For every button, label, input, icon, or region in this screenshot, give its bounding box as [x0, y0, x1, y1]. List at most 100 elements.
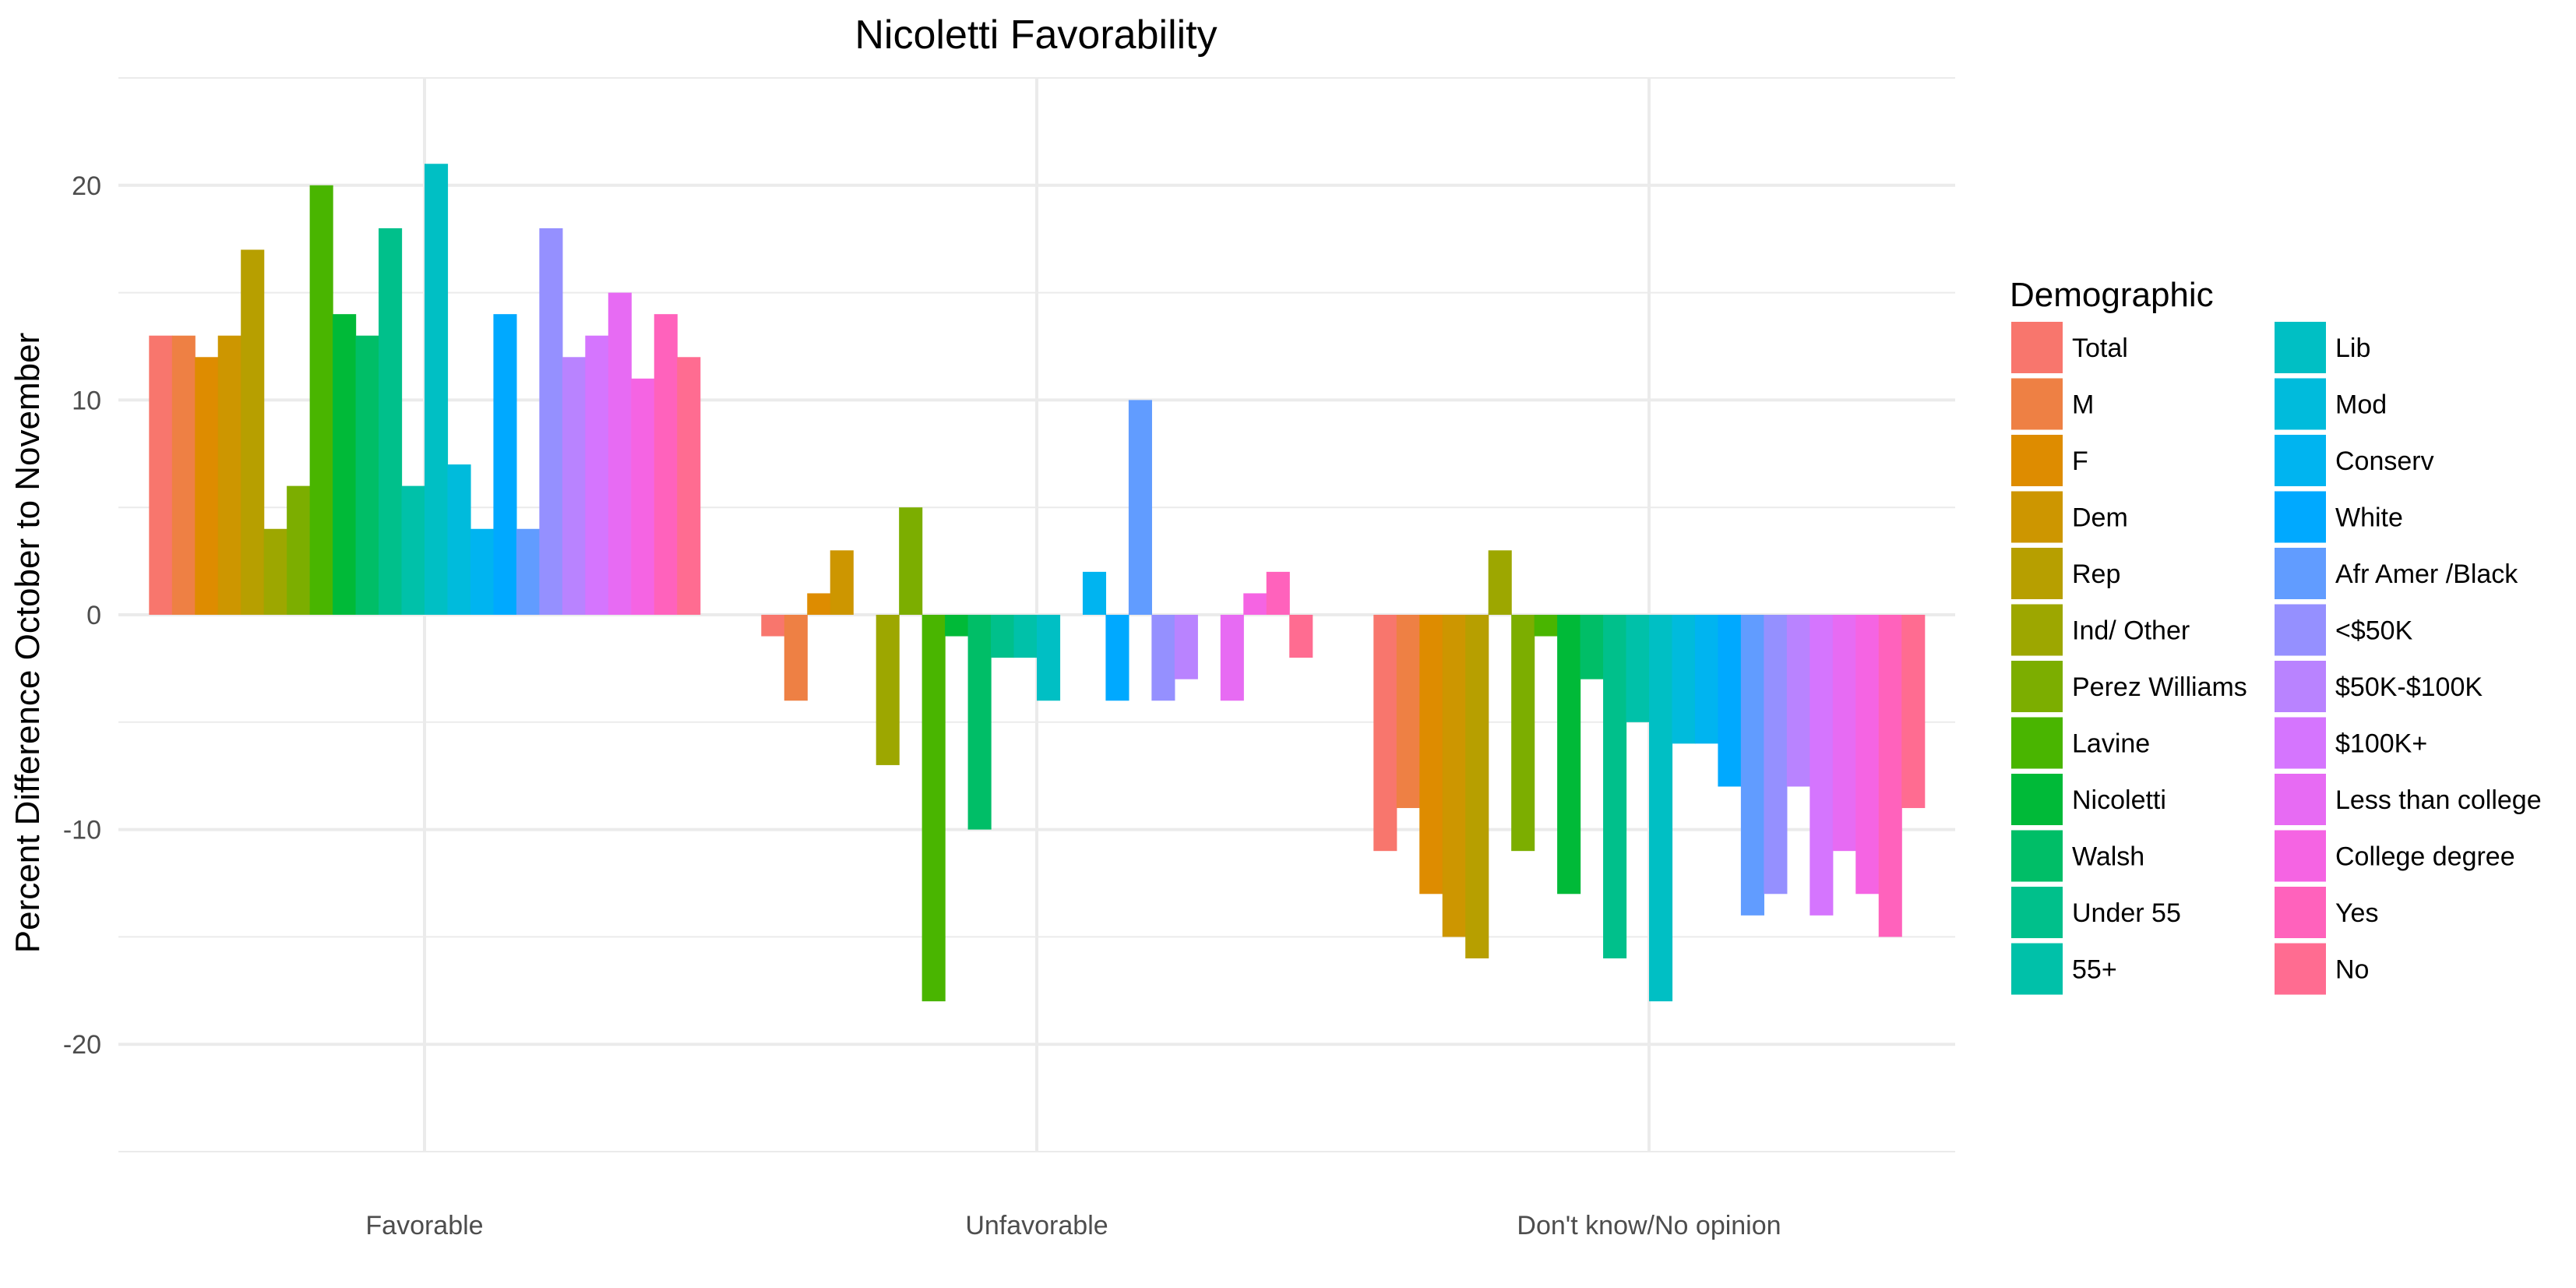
- bar: [1718, 615, 1742, 787]
- bar: [761, 615, 785, 637]
- x-tick-label: Don't know/No opinion: [1517, 1211, 1781, 1240]
- bar: [241, 249, 265, 615]
- legend-key: [2011, 322, 2063, 373]
- legend-key: [2275, 378, 2326, 430]
- x-tick-label: Unfavorable: [965, 1211, 1108, 1240]
- bar: [1626, 615, 1650, 722]
- bar: [1013, 615, 1038, 658]
- bar: [585, 335, 609, 615]
- legend-label: Total: [2072, 333, 2128, 363]
- bar: [333, 314, 357, 615]
- bar: [1151, 615, 1175, 701]
- legend-label: White: [2335, 503, 2403, 533]
- y-tick-label: 0: [86, 601, 101, 630]
- bar: [1373, 615, 1397, 852]
- bar: [876, 615, 900, 765]
- y-tick-labels: -20 -10 0 10 20: [63, 171, 101, 1060]
- bar: [379, 228, 403, 615]
- legend-key: [2275, 887, 2326, 938]
- legend-label: No: [2335, 955, 2369, 985]
- bar: [355, 335, 379, 615]
- chart-title: Nicoletti Favorability: [855, 12, 1217, 58]
- bar: [945, 615, 969, 637]
- bar: [784, 615, 808, 701]
- bar: [830, 550, 854, 615]
- legend-key: [2275, 604, 2326, 656]
- legend-label: Lib: [2335, 333, 2370, 363]
- bar: [539, 228, 563, 615]
- bar: [1878, 615, 1902, 937]
- bar: [287, 485, 311, 615]
- bar: [1105, 615, 1129, 701]
- bar: [493, 314, 517, 615]
- bar: [807, 593, 831, 615]
- legend-label: Mod: [2335, 390, 2387, 420]
- legend-label: $50K-$100K: [2335, 672, 2483, 702]
- legend-label: Rep: [2072, 559, 2120, 589]
- legend-key: [2011, 548, 2063, 599]
- legend-label: Ind/ Other: [2072, 616, 2190, 646]
- bar: [1580, 615, 1604, 679]
- bar: [1764, 615, 1788, 895]
- legend-label: Yes: [2335, 898, 2378, 928]
- bar: [1832, 615, 1856, 852]
- bar: [1603, 615, 1627, 958]
- legend-key: [2275, 943, 2326, 995]
- legend-key: [2011, 661, 2063, 712]
- bar: [1901, 615, 1926, 809]
- legend-key: [2011, 435, 2063, 486]
- legend-key: [2275, 548, 2326, 599]
- bar: [171, 335, 196, 615]
- bar: [1396, 615, 1420, 809]
- legend-label: College degree: [2335, 842, 2515, 872]
- y-tick-label: 20: [72, 171, 101, 201]
- bar: [562, 357, 586, 615]
- bar: [1649, 615, 1673, 1002]
- bar: [401, 485, 425, 615]
- legend-key: [2275, 322, 2326, 373]
- legend-label: F: [2072, 446, 2088, 476]
- bar: [195, 357, 219, 615]
- x-tick-label: Favorable: [365, 1211, 483, 1240]
- bar: [631, 378, 655, 615]
- bar: [149, 335, 173, 615]
- legend-label: $100K+: [2335, 729, 2427, 759]
- bar: [425, 164, 449, 616]
- bar: [1037, 615, 1061, 701]
- bar: [899, 507, 923, 615]
- bar: [447, 464, 471, 615]
- bar: [217, 335, 241, 615]
- legend-label: Dem: [2072, 503, 2128, 533]
- legend-label: Under 55: [2072, 898, 2181, 928]
- legend-key: [2011, 774, 2063, 825]
- legend-key: [2011, 943, 2063, 995]
- legend-key: [2011, 378, 2063, 430]
- legend: Total MF Dem Rep Ind/ Other Perez Williams Lav…: [2011, 322, 2542, 995]
- bars: [149, 164, 1926, 1002]
- legend-label: <$50K: [2335, 616, 2413, 646]
- bar: [1557, 615, 1581, 895]
- legend-label: Conserv: [2335, 446, 2434, 476]
- bar: [1174, 615, 1198, 679]
- legend-label: Walsh: [2072, 842, 2144, 872]
- bar: [1442, 615, 1466, 937]
- bar: [1672, 615, 1696, 744]
- bar: [677, 357, 701, 615]
- bar: [470, 528, 495, 615]
- legend-label: 55+: [2072, 955, 2117, 985]
- legend-key: [2011, 717, 2063, 769]
- legend-key: [2275, 491, 2326, 543]
- legend-title: Demographic: [2010, 276, 2214, 314]
- y-tick-label: -20: [63, 1030, 101, 1060]
- legend-label: Lavine: [2072, 729, 2150, 759]
- bar: [967, 615, 992, 830]
- legend-key: [2011, 604, 2063, 656]
- legend-key: [2011, 830, 2063, 882]
- bar: [1488, 550, 1512, 615]
- y-axis-label: Percent Difference October to November: [9, 333, 47, 953]
- bar: [1694, 615, 1719, 744]
- bar: [1855, 615, 1880, 895]
- y-tick-label: -10: [63, 816, 101, 845]
- legend-key: [2275, 830, 2326, 882]
